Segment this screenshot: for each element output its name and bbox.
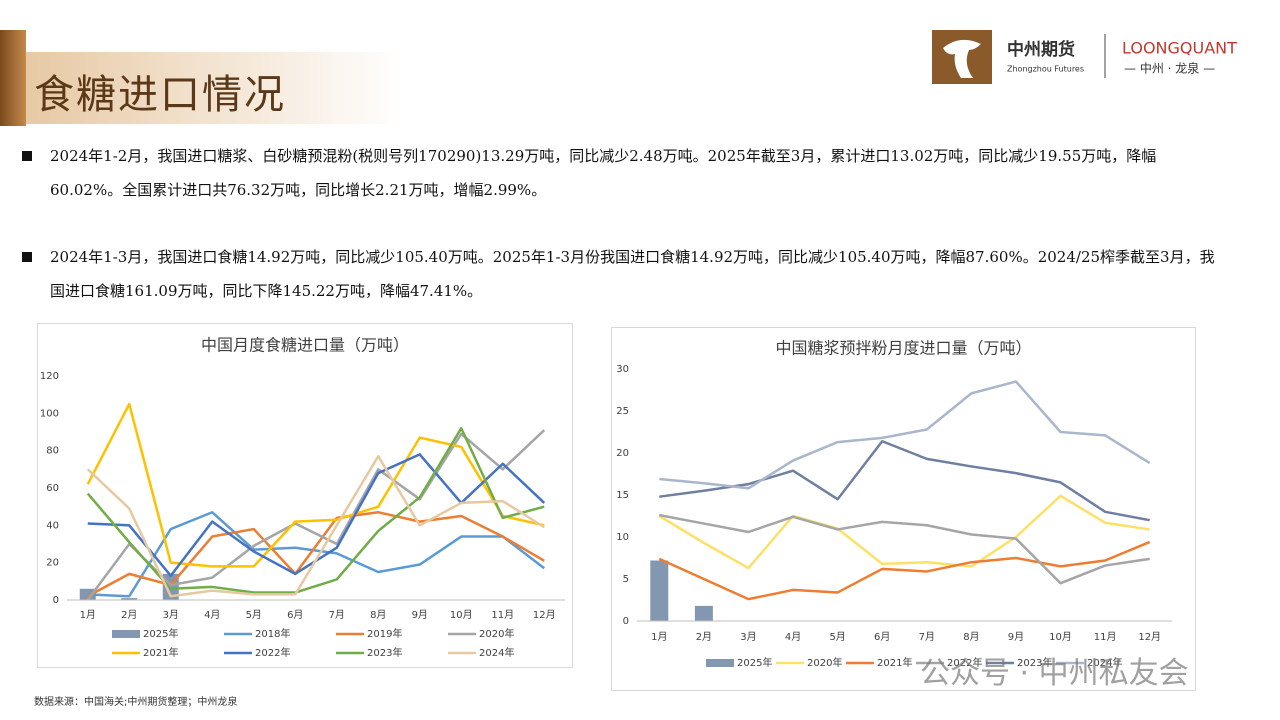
y-tick-label: 30 bbox=[616, 364, 629, 375]
legend-label: 2022年 bbox=[255, 646, 290, 659]
bar bbox=[694, 605, 713, 621]
legend-label: 2025年 bbox=[737, 656, 772, 669]
y-tick-label: 10 bbox=[616, 532, 629, 543]
x-tick-label: 10月 bbox=[1049, 631, 1072, 643]
line bbox=[86, 455, 545, 598]
legend-label: 2018年 bbox=[255, 627, 290, 640]
chart: 中国糖浆预拌粉月度进口量（万吨） 0 5 10 15 20 25 30 1月 2月 3月 4月 5月 6月… bbox=[611, 327, 1196, 691]
x-tick-label: 11月 bbox=[1094, 631, 1117, 643]
legend-label: 2021年 bbox=[877, 656, 912, 669]
x-tick-label: 5月 bbox=[829, 631, 845, 643]
page-title: 食糖进口情况 bbox=[34, 72, 286, 118]
x-tick-label: 1月 bbox=[651, 631, 667, 643]
x-tick-label: 12月 bbox=[533, 609, 556, 621]
watermark: 公众号 · 中州私友会 bbox=[920, 656, 1189, 691]
line bbox=[86, 402, 545, 568]
bullet: 2024年1-3月，我国进口食糖14.92万吨，同比减少105.40万吨。202… bbox=[22, 240, 1222, 308]
legend-label: 2022年 bbox=[947, 656, 982, 669]
legend-label: 2020年 bbox=[479, 627, 514, 640]
x-tick-label: 4月 bbox=[785, 631, 801, 643]
y-tick-label: 20 bbox=[46, 558, 59, 569]
header-strip bbox=[0, 30, 26, 126]
y-tick-label: 15 bbox=[616, 490, 629, 501]
x-tick-label: 8月 bbox=[963, 631, 979, 643]
chart-title: 中国月度食糖进口量（万吨） bbox=[201, 336, 409, 355]
x-tick-label: 3月 bbox=[163, 609, 179, 621]
line bbox=[658, 494, 1150, 570]
logo-leopard bbox=[943, 39, 981, 78]
x-tick-label: 7月 bbox=[329, 609, 345, 621]
y-tick-label: 60 bbox=[46, 483, 59, 494]
bullet: 2024年1-2月，我国进口糖浆、白砂糖预混粉(税则号列170290)13.29… bbox=[22, 139, 1222, 207]
legend-swatch bbox=[112, 630, 140, 638]
x-tick-label: 8月 bbox=[370, 609, 386, 621]
x-tick-label: 2月 bbox=[121, 609, 137, 621]
x-tick-label: 11月 bbox=[491, 609, 514, 621]
x-tick-label: 6月 bbox=[287, 609, 303, 621]
y-tick-label: 20 bbox=[616, 448, 629, 459]
chart-title: 中国糖浆预拌粉月度进口量（万吨） bbox=[775, 339, 1031, 358]
chart: 中国月度食糖进口量（万吨） 0 20 40 60 80 100 120 1月 2月 3月 4月 5月 6月… bbox=[37, 323, 573, 668]
legend-label: 2021年 bbox=[143, 646, 178, 659]
bullet-text: 2024年1-3月，我国进口食糖14.92万吨，同比减少105.40万吨。202… bbox=[50, 248, 1215, 300]
y-tick-label: 100 bbox=[40, 408, 59, 419]
x-tick-label: 12月 bbox=[1138, 631, 1161, 643]
chart-frame bbox=[611, 327, 1196, 691]
legend-label: 2024年 bbox=[479, 646, 514, 659]
legend-label: 2023年 bbox=[367, 646, 402, 659]
y-tick-label: 0 bbox=[53, 595, 59, 606]
y-tick-label: 40 bbox=[46, 520, 59, 531]
header-band bbox=[26, 52, 446, 124]
line bbox=[659, 380, 1151, 490]
x-tick-label: 5月 bbox=[246, 609, 262, 621]
logo-en: Zhongzhou Futures bbox=[1007, 65, 1084, 74]
chart-frame bbox=[37, 323, 573, 668]
x-tick-label: 1月 bbox=[80, 609, 96, 621]
bullet-text: 2024年1-2月，我国进口糖浆、白砂糖预混粉(税则号列170290)13.29… bbox=[50, 147, 1157, 199]
legend-label: 2019年 bbox=[367, 627, 402, 640]
source: 数据来源：中国海关;中州期货整理；中州龙泉 bbox=[34, 697, 238, 708]
x-tick-label: 6月 bbox=[874, 631, 890, 643]
x-tick-label: 3月 bbox=[740, 631, 756, 643]
line bbox=[659, 439, 1150, 522]
legend-label: 2020年 bbox=[807, 656, 842, 669]
legend-label: 2023年 bbox=[1017, 656, 1052, 669]
y-tick-label: 25 bbox=[616, 406, 629, 417]
legend-swatch bbox=[706, 659, 734, 667]
y-tick-label: 0 bbox=[623, 616, 629, 627]
x-tick-label: 7月 bbox=[919, 631, 935, 643]
logo: 中州期货 Zhongzhou Futures LOONGQUANT — 中州 ·… bbox=[932, 30, 1237, 84]
line bbox=[658, 540, 1151, 601]
logo-sub: — 中州 · 龙泉 — bbox=[1124, 61, 1215, 76]
x-tick-label: 9月 bbox=[412, 609, 428, 621]
bar bbox=[650, 560, 669, 621]
x-tick-label: 9月 bbox=[1008, 631, 1024, 643]
line bbox=[659, 513, 1150, 585]
legend-label: 2024年 bbox=[1087, 656, 1122, 669]
x-tick-label: 4月 bbox=[204, 609, 220, 621]
y-tick-label: 5 bbox=[623, 574, 629, 585]
y-tick-label: 120 bbox=[40, 371, 59, 382]
x-tick-label: 2月 bbox=[696, 631, 712, 643]
x-tick-label: 10月 bbox=[450, 609, 473, 621]
logo-cn: 中州期货 bbox=[1007, 39, 1075, 60]
bar bbox=[121, 598, 138, 600]
legend-label: 2025年 bbox=[143, 627, 178, 640]
y-tick-label: 80 bbox=[46, 446, 59, 457]
line bbox=[86, 429, 546, 601]
logo-brand: LOONGQUANT bbox=[1122, 39, 1237, 58]
